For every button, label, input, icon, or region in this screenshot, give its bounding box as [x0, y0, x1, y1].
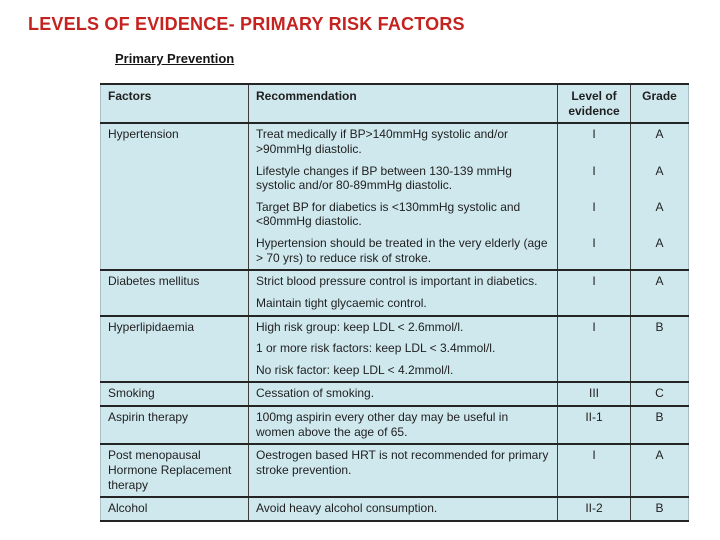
recommendation-cell: Strict blood pressure control is importa…	[248, 269, 558, 293]
grade-cell: A	[630, 196, 689, 233]
level-cell: I	[557, 196, 631, 233]
table-row: No risk factor: keep LDL < 4.2mmol/l.	[101, 359, 689, 383]
grade-cell: A	[630, 160, 689, 197]
recommendation-cell: No risk factor: keep LDL < 4.2mmol/l.	[248, 359, 558, 383]
column-header-level-of-evidence: Level of evidence	[557, 84, 631, 125]
column-header-factors: Factors	[100, 84, 249, 125]
table-row: Post menopausal Hormone Replacement ther…	[100, 443, 689, 498]
grade-cell: A	[630, 269, 689, 293]
table-row: Hypertension Treat medically if BP>140mm…	[100, 122, 689, 271]
level-cell: I	[557, 122, 631, 161]
recommendation-cell: 1 or more risk factors: keep LDL < 3.4mm…	[248, 338, 558, 360]
grade-cell: C	[630, 381, 689, 406]
factor-cell: Hypertension	[100, 122, 249, 271]
grade-cell	[630, 359, 689, 383]
level-cell: I	[557, 314, 631, 339]
factor-cell: Alcohol	[100, 496, 249, 521]
level-cell: I	[557, 160, 631, 197]
table-row: Target BP for diabetics is <130mmHg syst…	[101, 196, 689, 233]
factor-cell: Smoking	[100, 381, 249, 406]
recommendation-cell: Maintain tight glycaemic control.	[248, 292, 558, 316]
recommendation-cell: Avoid heavy alcohol consumption.	[248, 496, 558, 521]
table-row: Alcohol Avoid heavy alcohol consumption.…	[100, 496, 689, 521]
column-header-recommendation: Recommendation	[248, 84, 558, 125]
recommendation-cell: Lifestyle changes if BP between 130-139 …	[248, 160, 558, 197]
table-row: Lifestyle changes if BP between 130-139 …	[101, 160, 689, 197]
recommendation-cell: Treat medically if BP>140mmHg systolic a…	[248, 122, 558, 161]
grade-cell	[630, 292, 689, 316]
column-header-grade: Grade	[630, 84, 689, 125]
recommendation-cell: Hypertension should be treated in the ve…	[248, 233, 558, 271]
table-row: Hyperlipidaemia High risk group: keep LD…	[100, 314, 689, 383]
table-row: Smoking Cessation of smoking. III C	[100, 381, 689, 406]
table-row: Diabetes mellitus Strict blood pressure …	[100, 269, 689, 316]
level-cell	[557, 338, 631, 360]
factor-cell: Aspirin therapy	[100, 404, 249, 445]
level-cell: I	[557, 269, 631, 293]
grade-cell: A	[630, 122, 689, 161]
grade-cell: B	[630, 404, 689, 445]
table-title: Primary Prevention	[115, 51, 235, 66]
grade-cell: B	[630, 314, 689, 339]
table-row: 1 or more risk factors: keep LDL < 3.4mm…	[101, 338, 689, 360]
slide-title: LEVELS OF EVIDENCE- PRIMARY RISK FACTORS	[28, 14, 465, 34]
table-row: Hypertension should be treated in the ve…	[101, 233, 689, 271]
level-cell: II-1	[557, 404, 631, 445]
factor-cell: Diabetes mellitus	[100, 269, 249, 316]
factor-cell: Hyperlipidaemia	[100, 314, 249, 383]
table-row: Maintain tight glycaemic control.	[101, 292, 689, 316]
level-cell	[557, 292, 631, 316]
level-cell: II-2	[557, 496, 631, 521]
evidence-table: Factors Recommendation Level of evidence…	[100, 83, 689, 522]
recommendation-cell: Oestrogen based HRT is not recommended f…	[248, 443, 558, 498]
level-cell: I	[557, 233, 631, 271]
header-row: Factors Recommendation Level of evidence…	[100, 84, 689, 125]
recommendation-cell: Target BP for diabetics is <130mmHg syst…	[248, 196, 558, 233]
grade-cell: A	[630, 443, 689, 498]
recommendation-cell: Cessation of smoking.	[248, 381, 558, 406]
grade-cell: B	[630, 496, 689, 521]
level-cell	[557, 359, 631, 383]
level-cell: III	[557, 381, 631, 406]
factor-cell: Post menopausal Hormone Replacement ther…	[100, 443, 249, 498]
level-cell: I	[557, 443, 631, 498]
recommendation-cell: 100mg aspirin every other day may be use…	[248, 404, 558, 445]
table-row: Aspirin therapy 100mg aspirin every othe…	[100, 404, 689, 445]
recommendation-cell: High risk group: keep LDL < 2.6mmol/l.	[248, 314, 558, 339]
grade-cell	[630, 338, 689, 360]
grade-cell: A	[630, 233, 689, 271]
